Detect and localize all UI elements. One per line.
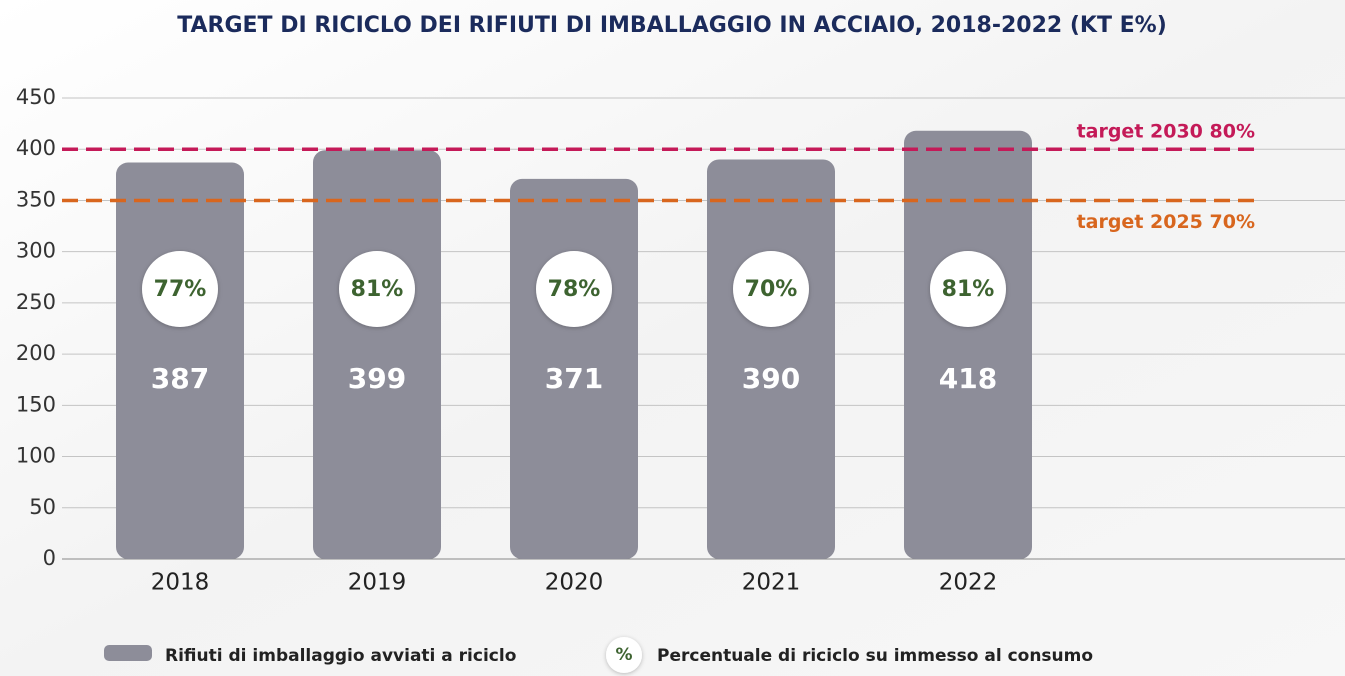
percent-marker <box>142 251 218 327</box>
percent-label: 81% <box>942 277 995 302</box>
legend-label: Percentuale di riciclo su immesso al con… <box>657 646 1093 666</box>
bar-value-label: 418 <box>939 362 997 395</box>
y-tick-label: 250 <box>16 290 56 314</box>
bar-value-label: 387 <box>151 362 209 395</box>
bar <box>116 162 244 560</box>
y-tick-label: 100 <box>16 444 56 468</box>
bar <box>707 159 835 559</box>
y-tick-label: 300 <box>16 239 56 263</box>
x-tick-label: 2021 <box>742 570 801 596</box>
x-tick-label: 2019 <box>348 570 407 596</box>
chart-title: TARGET DI RICICLO DEI RIFIUTI DI IMBALLA… <box>177 13 1167 38</box>
percent-label: 81% <box>351 277 404 302</box>
bar-value-label: 390 <box>742 362 800 395</box>
bar-value-label: 399 <box>348 362 406 395</box>
bar <box>904 130 1032 559</box>
percent-label: 70% <box>745 277 798 302</box>
x-tick-label: 2018 <box>151 570 210 596</box>
percent-label: 78% <box>548 277 601 302</box>
y-tick-label: 350 <box>16 187 56 211</box>
bar-value-label: 371 <box>545 362 603 395</box>
y-tick-label: 400 <box>16 136 56 160</box>
x-tick-label: 2020 <box>545 570 604 596</box>
target-label: target 2030 80% <box>1077 121 1255 143</box>
y-tick-label: 200 <box>16 341 56 365</box>
y-tick-label: 150 <box>16 392 56 416</box>
x-tick-label: 2022 <box>939 570 998 596</box>
y-tick-label: 0 <box>43 546 56 570</box>
percent-marker <box>536 251 612 327</box>
percent-label: 77% <box>154 277 207 302</box>
legend-marker <box>606 637 642 673</box>
target-label: target 2025 70% <box>1077 211 1255 233</box>
percent-marker <box>339 251 415 327</box>
legend-marker-label: % <box>615 645 632 665</box>
legend-label: Rifiuti di imballaggio avviati a riciclo <box>165 646 516 666</box>
percent-marker <box>733 251 809 327</box>
bar <box>313 150 441 559</box>
y-tick-label: 50 <box>29 495 56 519</box>
legend-swatch <box>104 645 152 661</box>
percent-marker <box>930 251 1006 327</box>
y-tick-label: 450 <box>16 85 56 109</box>
